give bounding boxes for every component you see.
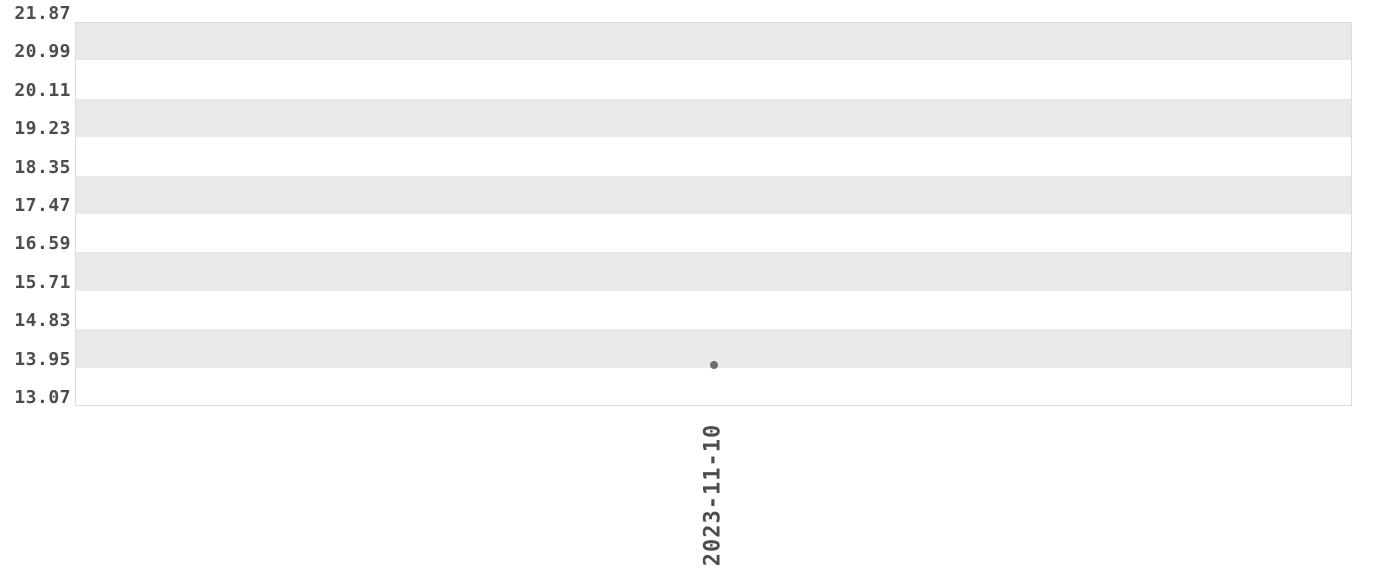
grid-stripe-band: [75, 60, 1352, 99]
x-axis-tick-label: 2023-11-10: [700, 423, 726, 567]
grid-stripe-band: [75, 214, 1352, 253]
y-axis-tick-label: 21.87: [14, 3, 71, 24]
y-axis-tick-label: 13.95: [14, 348, 71, 370]
y-axis-tick-label: 20.11: [14, 79, 71, 101]
plot-area: [75, 22, 1352, 406]
data-point: [709, 361, 718, 370]
y-axis-tick-label: 18.35: [14, 156, 71, 178]
grid-stripe-band: [75, 290, 1352, 330]
grid-stripe-band: [75, 329, 1352, 368]
y-axis-tick-label: 14.83: [14, 310, 71, 332]
grid-stripe-band: [75, 175, 1352, 214]
y-axis-tick-label: 17.47: [14, 195, 71, 216]
grid-stripe-band: [75, 367, 1352, 406]
grid-stripe-band: [75, 22, 1352, 61]
y-axis-tick-label: 20.99: [14, 41, 71, 63]
grid-stripe-band: [75, 252, 1352, 291]
y-axis-tick-label: 13.07: [14, 387, 71, 408]
y-axis-tick-label: 15.71: [14, 271, 71, 293]
y-axis-tick-label: 16.59: [14, 233, 71, 255]
grid-stripe-band: [75, 137, 1352, 176]
grid-stripe-band: [75, 98, 1352, 138]
y-axis-tick-label: 19.23: [14, 118, 71, 140]
